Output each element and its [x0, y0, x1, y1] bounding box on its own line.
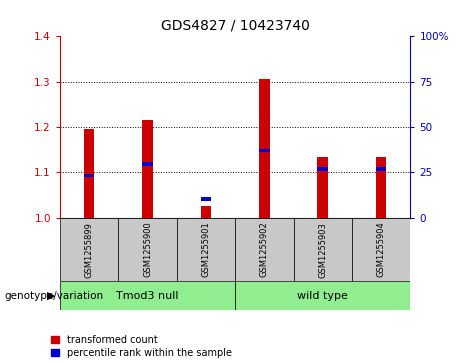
Bar	[259, 149, 270, 152]
Bar	[84, 174, 95, 178]
Text: GSM1255904: GSM1255904	[377, 222, 385, 277]
Bar	[118, 218, 177, 281]
Bar	[235, 218, 294, 281]
Bar	[201, 197, 211, 200]
Bar	[84, 129, 95, 218]
Bar	[201, 207, 211, 218]
Bar	[376, 156, 386, 218]
Bar	[376, 167, 386, 171]
Text: GSM1255902: GSM1255902	[260, 222, 269, 277]
Bar	[259, 79, 270, 218]
Text: GSM1255899: GSM1255899	[85, 222, 94, 277]
Text: ▶: ▶	[47, 291, 55, 301]
Bar	[318, 156, 328, 218]
Bar	[142, 120, 153, 218]
Text: wild type: wild type	[297, 291, 348, 301]
Text: genotype/variation: genotype/variation	[5, 291, 104, 301]
Legend: transformed count, percentile rank within the sample: transformed count, percentile rank withi…	[51, 335, 231, 358]
Bar	[177, 218, 235, 281]
Bar	[318, 167, 328, 171]
Bar	[142, 162, 153, 166]
Title: GDS4827 / 10423740: GDS4827 / 10423740	[161, 19, 309, 32]
Bar	[294, 218, 352, 281]
Text: Tmod3 null: Tmod3 null	[116, 291, 179, 301]
Bar	[352, 218, 410, 281]
Bar	[60, 218, 118, 281]
Bar	[60, 281, 235, 310]
Text: GSM1255900: GSM1255900	[143, 222, 152, 277]
Bar	[235, 281, 410, 310]
Text: GSM1255901: GSM1255901	[201, 222, 210, 277]
Text: GSM1255903: GSM1255903	[318, 222, 327, 277]
